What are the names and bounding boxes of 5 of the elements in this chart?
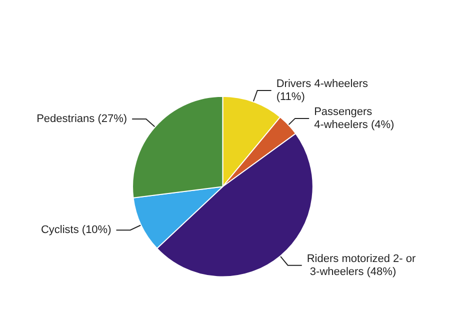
slice-label: Pedestrians (27%) bbox=[36, 113, 128, 126]
slice-label: Passengers 4-wheelers (4%) bbox=[314, 106, 394, 131]
slice-label: Cyclists (10%) bbox=[40, 224, 112, 236]
slice-label: Drivers 4-wheelers (11%) bbox=[276, 78, 372, 103]
slice-label: Riders motorized 2- or 3-wheelers (48%) bbox=[306, 252, 416, 278]
